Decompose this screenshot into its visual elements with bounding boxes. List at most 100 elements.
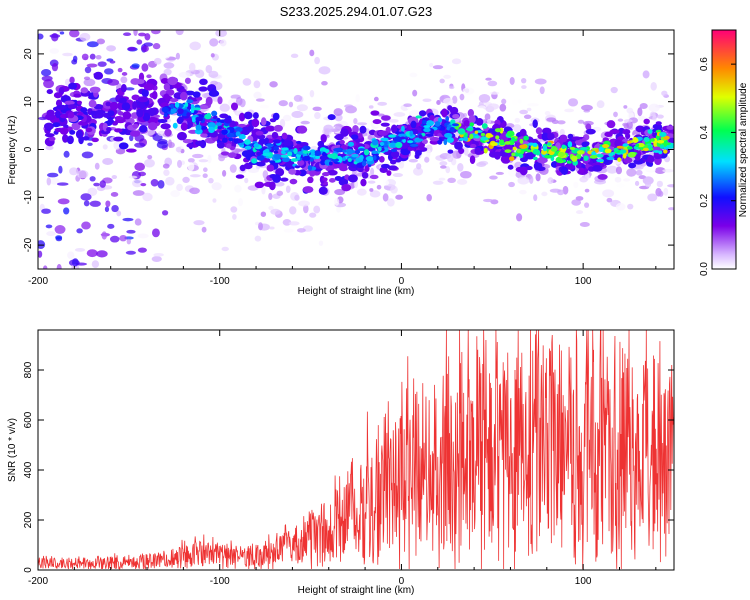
- heatmap-cell: [457, 128, 466, 135]
- heatmap-cell: [532, 119, 538, 128]
- heatmap-cell: [83, 78, 96, 87]
- heatmap-cell: [160, 53, 170, 59]
- heatmap-cell: [423, 125, 431, 129]
- heatmap-cell: [68, 82, 78, 90]
- heatmap-cell: [534, 78, 547, 85]
- heatmap-cell: [130, 78, 141, 85]
- colorbar-gradient: [711, 29, 737, 270]
- heatmap-cell: [445, 116, 450, 122]
- heatmap-cell: [313, 205, 321, 214]
- heatmap-cell: [102, 158, 114, 165]
- heatmap-cell: [634, 153, 641, 161]
- heatmap-cell: [198, 104, 209, 110]
- heatmap-cell: [314, 112, 321, 120]
- heatmap-cell: [542, 145, 548, 152]
- heatmap-cell: [281, 147, 289, 151]
- heatmap-cell: [69, 167, 79, 176]
- heatmap-cell: [559, 134, 568, 143]
- heatmap-cell: [141, 88, 149, 98]
- heatmap-cell: [143, 83, 155, 91]
- heatmap-cell: [622, 152, 627, 159]
- heatmap-cell: [571, 155, 578, 162]
- heatmap-cell: [141, 63, 149, 72]
- heatmap-cell: [463, 120, 470, 127]
- heatmap-cell: [357, 148, 366, 151]
- heatmap-cell: [432, 180, 444, 185]
- heatmap-cell: [550, 146, 558, 152]
- heatmap-cell: [462, 87, 475, 95]
- heatmap-cell: [390, 150, 400, 158]
- heatmap-cell: [475, 117, 484, 126]
- heatmap-cell: [136, 108, 144, 118]
- heatmap-cell: [379, 166, 388, 173]
- heatmap-cell: [434, 121, 441, 127]
- heatmap-cell: [244, 177, 249, 184]
- heatmap-cell: [200, 133, 208, 138]
- heatmap-cell: [637, 115, 646, 121]
- heatmap-cell: [107, 118, 114, 124]
- heatmap-cell: [421, 119, 427, 125]
- heatmap-cell: [215, 30, 227, 38]
- heatmap-cell: [282, 157, 290, 163]
- heatmap-cell: [265, 125, 276, 132]
- heatmap-cell: [369, 174, 379, 180]
- heatmap-cell: [483, 147, 488, 154]
- heatmap-cell: [322, 151, 327, 157]
- heatmap-cell: [105, 200, 111, 208]
- heatmap-cell: [532, 148, 540, 155]
- heatmap-cell: [189, 41, 201, 51]
- heatmap-cell: [541, 132, 549, 141]
- heatmap-cell: [179, 24, 184, 29]
- heatmap-cell: [273, 153, 282, 160]
- spectrogram-xtick-label: 0: [399, 276, 405, 287]
- heatmap-cell: [104, 206, 110, 213]
- heatmap-cell: [288, 168, 297, 175]
- heatmap-cell: [320, 134, 327, 143]
- heatmap-cell: [333, 108, 343, 116]
- heatmap-cell: [322, 177, 328, 182]
- heatmap-cell: [544, 111, 551, 116]
- heatmap-cell: [454, 141, 463, 150]
- heatmap-cell: [628, 162, 637, 169]
- heatmap-cell: [519, 138, 524, 144]
- heatmap-cell: [289, 178, 298, 185]
- heatmap-cell: [309, 169, 316, 177]
- heatmap-cell: [126, 238, 131, 245]
- heatmap-cell: [121, 72, 128, 76]
- heatmap-cell: [392, 172, 403, 178]
- heatmap-cell: [456, 179, 468, 185]
- heatmap-cell: [381, 115, 391, 121]
- heatmap-cell: [377, 146, 382, 152]
- snr-xtick-label: 100: [575, 576, 592, 587]
- heatmap-cell: [269, 81, 278, 88]
- heatmap-cell: [386, 170, 392, 176]
- heatmap-cell: [338, 162, 348, 171]
- heatmap-cell: [369, 188, 374, 192]
- heatmap-cell: [307, 165, 313, 171]
- colorbar: 0.0 0.2 0.4 0.6 Normalized spectral amplitu…: [699, 29, 749, 276]
- heatmap-cell: [495, 171, 504, 175]
- heatmap-cell: [356, 122, 368, 126]
- heatmap-cell: [643, 118, 650, 125]
- heatmap-cell: [334, 197, 340, 206]
- heatmap-cell: [654, 167, 666, 174]
- spectrogram-ytick-label: -10: [23, 190, 34, 205]
- heatmap-cell: [592, 164, 603, 172]
- heatmap-cell: [312, 106, 322, 112]
- heatmap-cell: [125, 250, 136, 255]
- heatmap-cell: [256, 155, 265, 161]
- heatmap-cell: [617, 118, 624, 122]
- colorbar-ticks: 0.0 0.2 0.4 0.6: [699, 57, 736, 276]
- heatmap-cell: [208, 70, 219, 78]
- heatmap-cell: [377, 113, 385, 117]
- heatmap-cell: [238, 112, 246, 122]
- heatmap-cell: [293, 94, 303, 102]
- heatmap-cell: [474, 147, 482, 155]
- heatmap-cell: [197, 22, 206, 26]
- heatmap-cell: [218, 154, 226, 162]
- heatmap-cell: [606, 165, 618, 174]
- heatmap-cell: [422, 139, 428, 145]
- heatmap-cell: [127, 46, 137, 51]
- heatmap-cell: [571, 136, 581, 141]
- heatmap-cell: [369, 190, 381, 198]
